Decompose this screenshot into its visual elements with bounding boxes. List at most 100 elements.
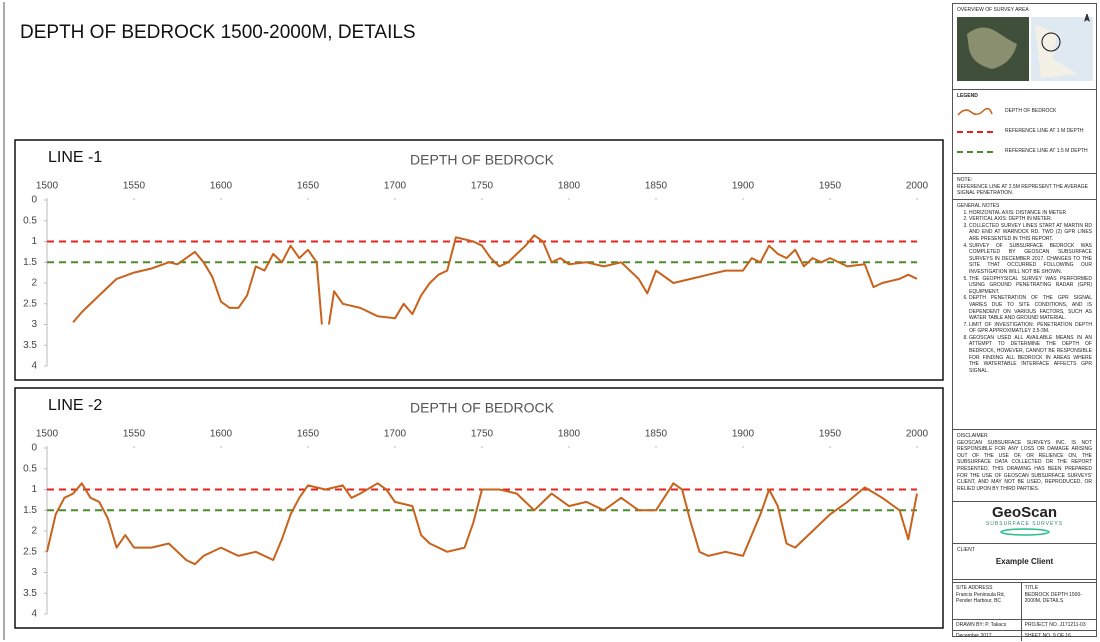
note-item: SURVEY OF SUBSURFACE BEDROCK WAS COMPLET… [969, 243, 1092, 276]
chart-frame [14, 139, 944, 381]
x-tick-label: 1550 [123, 429, 146, 440]
x-tick-label: 1500 [36, 181, 59, 192]
client-name: Example Client [995, 556, 1054, 566]
area-marker [1041, 32, 1061, 52]
y-tick-label: 2.5 [23, 298, 37, 309]
client-heading: CLIENT [957, 547, 975, 553]
x-tick-label: 1850 [645, 429, 668, 440]
legend-item: DEPTH OF BEDROCK [957, 102, 1092, 122]
legend-label: REFERENCE LINE AT 1.5 M DEPTH [1005, 148, 1088, 155]
y-tick-label: 3 [31, 567, 37, 578]
disclaimer-text: GEOSCAN SUBSURFACE SURVEYS INC. IS NOT R… [957, 439, 1092, 492]
x-tick-label: 1800 [558, 429, 581, 440]
north-arrow [1084, 11, 1090, 22]
chart-title: DEPTH OF BEDROCK [410, 400, 555, 416]
line-label: LINE -2 [48, 397, 102, 414]
y-tick-label: 3.5 [23, 588, 37, 599]
y-tick-label: 0 [31, 195, 37, 206]
chart-title: DEPTH OF BEDROCK [410, 152, 555, 168]
note-item: DEPTH PENETRATION OF THE GPR SIGNAL VARI… [969, 295, 1092, 321]
sheet: SHEET NO. 9 OF 16 [1024, 633, 1071, 639]
y-tick-label: 2 [31, 526, 37, 537]
x-tick-label: 2000 [906, 429, 929, 440]
x-tick-label: 1750 [471, 181, 494, 192]
note-item: THE GEOPHYSICAL SURVEY WAS PERFORMED USI… [969, 276, 1092, 296]
x-tick-label: 1600 [210, 429, 233, 440]
legend-heading: LEGEND [957, 93, 978, 99]
page-title: DEPTH OF BEDROCK 1500-2000M, DETAILS [20, 22, 416, 43]
y-tick-label: 3 [31, 319, 37, 330]
y-tick-label: 3.5 [23, 340, 37, 351]
overview: OVERVIEW OF SURVEY AREA [953, 4, 1096, 90]
charts: DEPTH OF BEDROCK 1500-2000M, DETAILS LIN… [3, 2, 944, 640]
legend-item: REFERENCE LINE AT 1 M DEPTH [957, 122, 1092, 142]
y-tick-label: 1.5 [23, 257, 37, 268]
drawn-by: DRAWN BY: P. Takacs [953, 620, 1022, 630]
date: December 2017 [953, 631, 1022, 641]
logo: GeoScan SUBSURFACE SURVEYS [953, 502, 1096, 544]
note-item: GEOSCAN USED ALL AVAILABLE MEANS IN AN A… [969, 335, 1092, 375]
x-tick-label: 1750 [471, 429, 494, 440]
x-tick-label: 1500 [36, 429, 59, 440]
y-tick-label: 1 [31, 484, 37, 495]
x-tick-label: 1650 [297, 429, 320, 440]
y-tick-label: 0.5 [23, 463, 37, 474]
x-tick-label: 1850 [645, 181, 668, 192]
info-table: SITE ADDRESS Francis Peninsula Rd, Pender… [953, 582, 1096, 641]
note: NOTE: REFERENCE LINE AT 2.5M REPRESENT T… [953, 174, 1096, 200]
note-item: COLLECTED SURVEY LINES START AT MARTIN R… [969, 223, 1092, 243]
depth-line [46, 482, 918, 566]
overview-title: OVERVIEW OF SURVEY AREA [957, 7, 1029, 13]
logo-name: GeoScan [991, 504, 1058, 521]
x-tick-label: 1700 [384, 429, 407, 440]
y-tick-label: 2.5 [23, 546, 37, 557]
legend-label: DEPTH OF BEDROCK [1005, 108, 1057, 115]
notes-list: HORIZONTAL AXIS: DISTANCE IN METERVERTIC… [957, 210, 1092, 375]
title: BEDROCK DEPTH 1500-2000M, DETAILS [1024, 591, 1082, 605]
logo-waves [999, 527, 1050, 536]
chart-frame [14, 387, 944, 629]
x-tick-label: 1950 [819, 429, 842, 440]
site: Francis Peninsula Rd, Pender Harbour, BC [956, 591, 1005, 605]
notes-heading: GENERAL NOTES [957, 203, 1000, 209]
y-tick-label: 1 [31, 236, 37, 247]
site-heading: SITE ADDRESS [956, 585, 993, 591]
x-tick-label: 1800 [558, 181, 581, 192]
x-tick-label: 1550 [123, 181, 146, 192]
disclaimer-heading: DISCLAIMER [957, 433, 988, 439]
title-heading: TITLE [1024, 585, 1039, 591]
y-tick-label: 0 [31, 443, 37, 454]
client: CLIENT Example Client [953, 544, 1096, 580]
note-item: VERTICAL AXIS: DEPTH IN METER. [969, 216, 1092, 223]
note-item: HORIZONTAL AXIS: DISTANCE IN METER [969, 210, 1092, 217]
x-tick-label: 1900 [732, 429, 755, 440]
note-heading: NOTE: [957, 177, 973, 183]
x-tick-label: 1950 [819, 181, 842, 192]
y-tick-label: 4 [31, 609, 37, 620]
note-text: REFERENCE LINE AT 2.5M REPRESENT THE AVE… [957, 183, 1088, 197]
legend-label: REFERENCE LINE AT 1 M DEPTH [1005, 128, 1084, 135]
note-item: LIMIT OF INVESTIGATION: PENETRATION DEPT… [969, 322, 1092, 335]
island [967, 27, 1017, 69]
y-tick-label: 4 [31, 361, 37, 372]
x-tick-label: 2000 [906, 181, 929, 192]
x-tick-label: 1650 [297, 181, 320, 192]
depth-line [72, 234, 918, 325]
general-notes: GENERAL NOTES HORIZONTAL AXIS: DISTANCE … [953, 200, 1096, 430]
logo-tagline: SUBSURFACE SURVEYS [985, 521, 1064, 527]
y-tick-label: 2 [31, 278, 37, 289]
line-label: LINE -1 [48, 149, 102, 166]
y-tick-label: 0.5 [23, 215, 37, 226]
legend: LEGEND DEPTH OF BEDROCK REFERENCE LINE A… [953, 90, 1096, 174]
project: PROJECT NO. J171211-03 [1024, 622, 1086, 628]
y-tick-label: 1.5 [23, 505, 37, 516]
land [1035, 23, 1077, 78]
x-tick-label: 1600 [210, 181, 233, 192]
x-tick-label: 1900 [732, 181, 755, 192]
disclaimer: DISCLAIMER GEOSCAN SUBSURFACE SURVEYS IN… [953, 430, 1096, 502]
overview-maps [957, 11, 1093, 81]
x-tick-label: 1700 [384, 181, 407, 192]
side-panel: OVERVIEW OF SURVEY AREA LEGEND DEPTH OF … [952, 3, 1097, 641]
legend-item: REFERENCE LINE AT 1.5 M DEPTH [957, 142, 1092, 162]
